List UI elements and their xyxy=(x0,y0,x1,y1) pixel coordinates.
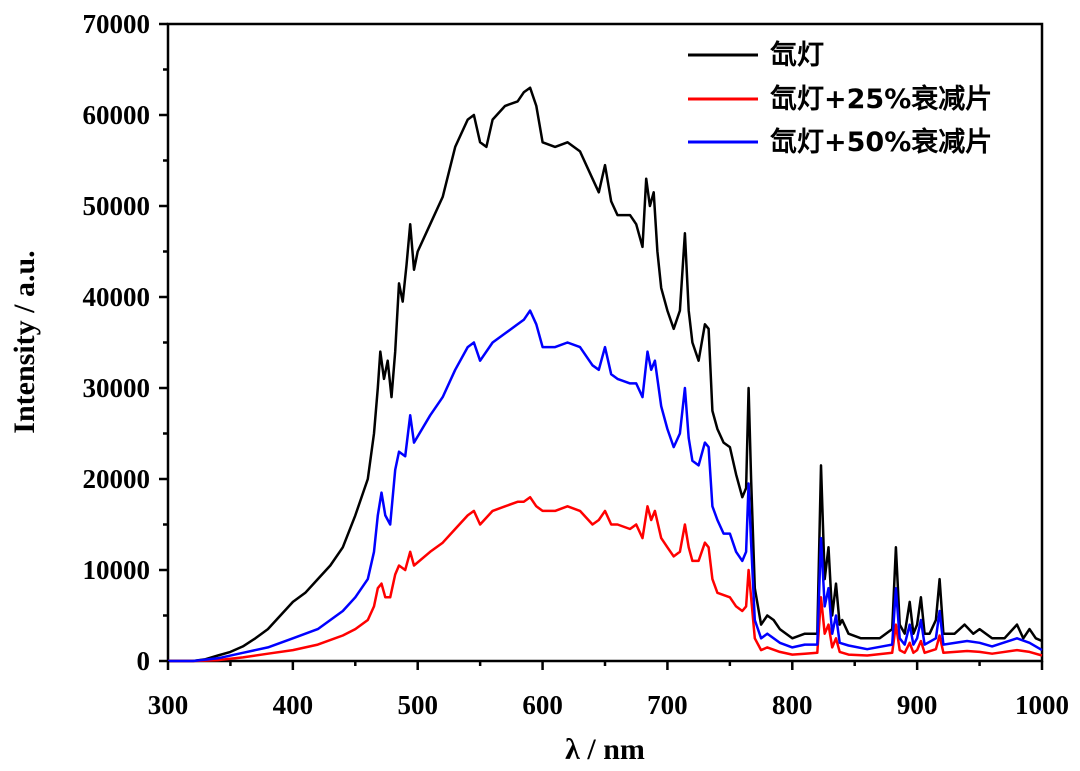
legend-label-xenon: 氙灯 xyxy=(770,40,824,71)
x-tick-label: 900 xyxy=(897,690,938,720)
series-layer xyxy=(168,86,1043,663)
x-tick-label: 400 xyxy=(273,690,314,720)
plot-frame xyxy=(166,22,1044,663)
y-tick-label: 70000 xyxy=(83,9,151,39)
series-line-1 xyxy=(168,495,1043,663)
legend: 氙灯 氙灯+25%衰减片 氙灯+50%衰减片 xyxy=(688,40,992,158)
legend-label-xenon-50: 氙灯+50%衰减片 xyxy=(770,126,992,158)
x-tick-label: 1000 xyxy=(1015,690,1069,720)
ticks-layer xyxy=(159,22,1044,670)
y-tick-label: 0 xyxy=(137,646,151,676)
x-tick-label: 800 xyxy=(772,690,813,720)
x-tick-label: 500 xyxy=(397,690,438,720)
y-tick-label: 60000 xyxy=(83,100,151,130)
y-tick-label: 20000 xyxy=(83,464,151,494)
y-tick-label: 40000 xyxy=(83,282,151,312)
legend-label-xenon-25: 氙灯+25%衰减片 xyxy=(770,83,992,115)
y-axis-title: Intensity / a.u. xyxy=(8,250,41,433)
y-tick-label: 10000 xyxy=(83,555,151,585)
y-tick-label: 50000 xyxy=(83,191,151,221)
y-tick-labels: 0 10000 20000 30000 40000 50000 60000 70000 xyxy=(83,9,151,676)
x-tick-labels: 300 400 500 600 700 800 900 1000 xyxy=(148,690,1069,720)
y-tick-label: 30000 xyxy=(83,373,151,403)
x-tick-label: 700 xyxy=(647,690,688,720)
x-tick-label: 300 xyxy=(148,690,189,720)
series-line-0 xyxy=(168,86,1043,663)
x-tick-label: 600 xyxy=(522,690,563,720)
x-axis-title: λ / nm xyxy=(565,733,645,766)
series-line-2 xyxy=(168,309,1043,663)
